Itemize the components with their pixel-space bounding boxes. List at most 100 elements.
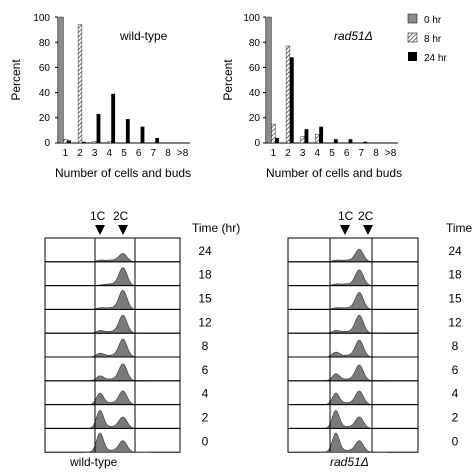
time-label: 6 [452, 363, 459, 377]
time-label: 24 [198, 244, 212, 258]
time-label: 15 [198, 292, 212, 306]
y-tick-label: 0 [254, 138, 260, 149]
flow-panel-wild-type: 1C 2C Time (hr) wild-type 24 18 15 12 8 6 4 2 0 [44, 209, 240, 469]
bar-8hr-1 [271, 123, 276, 144]
y-tick-label: 80 [249, 38, 261, 49]
histogram-row-box [44, 261, 181, 287]
histogram-row-box [44, 332, 181, 358]
bar-chart-wild-type: 0 20 40 60 80 100 Percent wild-type Numb… [9, 13, 191, 180]
bar-8hr-1 [63, 139, 68, 144]
x-tick-label: 3 [92, 148, 98, 159]
y-axis-label: Percent [9, 59, 23, 101]
time-label: 4 [202, 387, 209, 401]
time-label: 15 [448, 292, 462, 306]
y-tick-label: 60 [39, 63, 51, 74]
bar-24hr-4 [111, 93, 116, 143]
x-tick-label: 5 [121, 148, 127, 159]
x-tick-label: 2 [285, 148, 291, 159]
bar-0hr-1 [59, 16, 64, 144]
x-tick-label: >8 [177, 148, 189, 159]
marker-2c-label: 2C [358, 209, 374, 223]
chart-title: wild-type [119, 29, 168, 43]
bar-24hr-4 [319, 126, 324, 143]
bar-8hr-3 [300, 136, 305, 144]
marker-1c-arrow-icon [95, 225, 105, 235]
legend: 0 hr 8 hr 24 hr [407, 13, 447, 64]
histogram-row-box [44, 404, 181, 429]
bar-24hr-1 [67, 140, 72, 143]
histogram-row-box [44, 380, 181, 406]
marker-2c-arrow-icon [118, 225, 128, 235]
bar-8hr-2 [285, 45, 291, 144]
x-tick-label: 1 [271, 148, 277, 159]
marker-1c-label: 1C [338, 209, 354, 223]
y-tick-label: 80 [39, 38, 51, 49]
bar-24hr-5 [333, 139, 338, 143]
legend-label: 24 hr [424, 53, 447, 64]
bar-24hr-5 [125, 119, 130, 143]
marker-2c-arrow-icon [363, 225, 373, 235]
x-tick-label: 8 [373, 148, 379, 159]
y-tick-label: 20 [249, 113, 261, 124]
y-tick-label: 40 [249, 88, 261, 99]
x-tick-label: 4 [315, 148, 321, 159]
bar-24hr-7 [155, 137, 160, 143]
histogram-row-box [44, 237, 181, 263]
y-tick-label: 40 [39, 88, 51, 99]
bar-8hr-3 [92, 141, 97, 144]
time-label: 6 [202, 363, 209, 377]
bar-24hr-1 [275, 137, 280, 143]
time-label: 24 [448, 244, 462, 258]
x-tick-label: 6 [136, 148, 142, 159]
x-tick-label: 7 [151, 148, 157, 159]
marker-1c-arrow-icon [340, 225, 350, 235]
bar-24hr-3 [96, 114, 101, 143]
x-tick-label: 4 [107, 148, 113, 159]
bar-8hr-4 [107, 141, 112, 144]
y-tick-label: 0 [44, 138, 50, 149]
flow-caption: rad51Δ [330, 455, 369, 469]
legend-label: 8 hr [424, 34, 442, 45]
x-axis-label: Number of cells and buds [55, 166, 191, 180]
bar-chart-rad51: 0 20 40 60 80 100 Percent rad51Δ Number … [221, 13, 402, 180]
time-label: 12 [198, 315, 212, 329]
time-header: Time (hr) [192, 221, 240, 235]
bar-8hr-2 [77, 24, 83, 144]
time-label: 2 [202, 411, 209, 425]
time-label: 18 [198, 268, 212, 282]
time-label: 0 [452, 434, 459, 448]
bar-24hr-2 [81, 141, 86, 143]
histogram-row-box [44, 356, 181, 382]
flow-caption: wild-type [69, 455, 118, 469]
legend-label: 0 hr [424, 15, 442, 26]
chart-title: rad51Δ [334, 29, 373, 43]
time-label: 8 [202, 339, 209, 353]
legend-swatch-8hr [407, 32, 418, 43]
histogram-row-box [44, 308, 181, 334]
bar-24hr-3 [304, 129, 309, 143]
bar-24hr-2 [289, 57, 294, 143]
x-tick-label: 3 [300, 148, 306, 159]
y-axis-label: Percent [221, 59, 235, 101]
x-tick-label: 1 [63, 148, 69, 159]
y-tick-label: 20 [39, 113, 51, 124]
y-tick-label: 100 [33, 13, 50, 24]
bar-0hr-1 [267, 16, 272, 144]
bar-24hr-6 [348, 139, 353, 143]
flow-panel-rad51: 1C 2C Time rad51Δ 24 18 15 12 8 6 4 2 0 [287, 209, 473, 469]
histogram-row-box [44, 285, 181, 310]
time-header: Time [446, 221, 473, 235]
bar-8hr-4 [315, 133, 320, 144]
time-label: 8 [452, 339, 459, 353]
marker-1c-label: 1C [90, 209, 106, 223]
x-tick-label: 2 [77, 148, 83, 159]
x-tick-label: 5 [329, 148, 335, 159]
histogram-row-box [44, 427, 181, 453]
y-tick-label: 60 [249, 63, 261, 74]
marker-2c-label: 2C [113, 209, 129, 223]
x-axis-label: Number of cells and buds [266, 166, 402, 180]
time-label: 2 [452, 411, 459, 425]
time-label: 0 [202, 434, 209, 448]
time-label: 4 [452, 387, 459, 401]
